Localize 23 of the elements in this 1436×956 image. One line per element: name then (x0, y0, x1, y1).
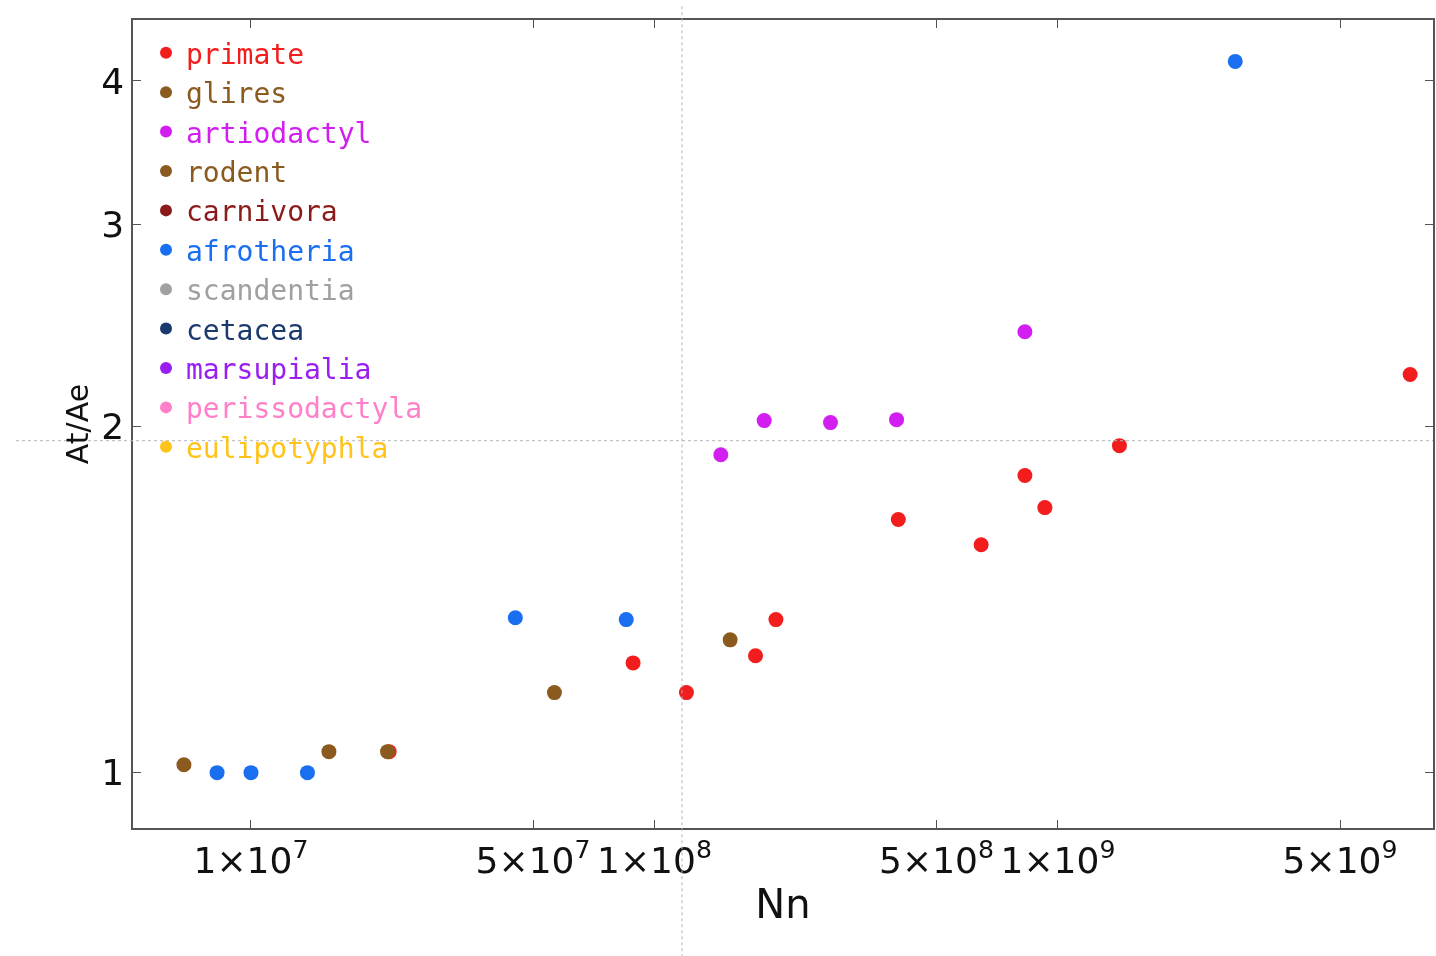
legend-label: glires (186, 77, 288, 111)
y-tick-label: 3 (101, 204, 125, 246)
x-tick-label: 1×10$^{7}$ (193, 834, 309, 881)
legend-label: afrotheria (186, 234, 355, 268)
x-axis-title: Nn (755, 880, 811, 927)
y-axis-title: At/Ae (59, 383, 95, 465)
x-tick-label: 5×10$^{9}$ (1282, 834, 1398, 881)
x-tick-label: 5×10$^{8}$ (879, 834, 994, 881)
x-tick-label: 5×10$^{7}$ (475, 834, 591, 881)
y-tick-label: 4 (101, 60, 125, 102)
legend-label: artiodactyl (186, 116, 372, 150)
x-tick-label: 1×10$^{8}$ (597, 834, 712, 881)
legend-label: marsupialia (186, 352, 372, 386)
legend-label: scandentia (186, 274, 355, 308)
legend-label: eulipotyphla (186, 431, 389, 465)
legend-label: cetacea (186, 313, 305, 347)
legend-label: perissodactyla (186, 392, 423, 426)
y-tick-label: 2 (101, 406, 125, 448)
y-tick-label: 1 (101, 752, 125, 794)
x-tick-label: 1×10$^{9}$ (1000, 834, 1116, 881)
legend-label: rodent (186, 155, 288, 189)
legend-label: carnivora (186, 195, 338, 229)
legend-label: primate (186, 37, 305, 71)
